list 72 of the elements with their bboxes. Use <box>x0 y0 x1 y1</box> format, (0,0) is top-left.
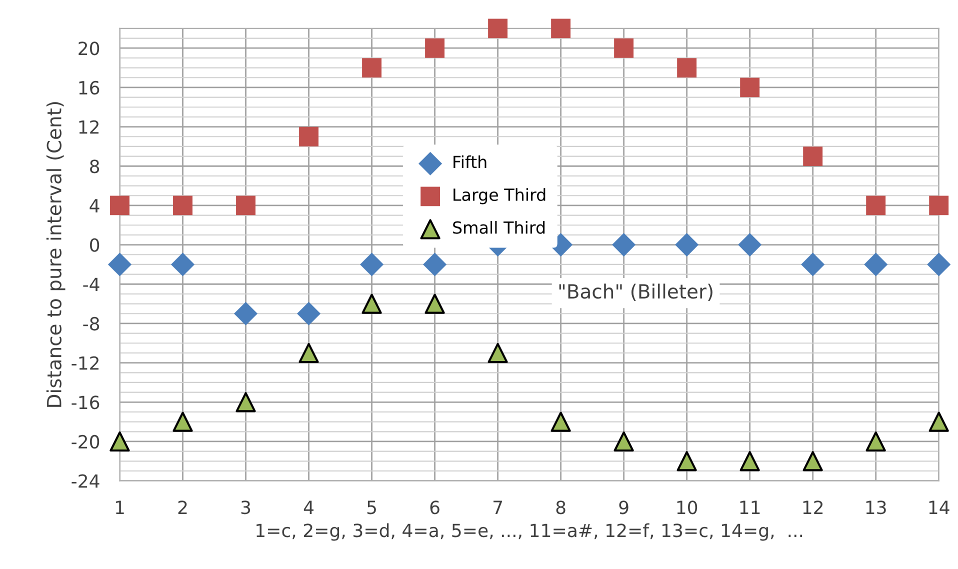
point <box>738 233 762 257</box>
point <box>170 252 195 276</box>
point <box>425 38 445 58</box>
y-tick-label: 20 <box>78 42 100 56</box>
y-tick-label: 12 <box>79 120 98 134</box>
x-tick-label: 8 <box>556 500 566 514</box>
point <box>550 412 571 432</box>
x-tick-label: 5 <box>367 500 376 514</box>
point <box>236 392 256 412</box>
x-tick-label: 1 <box>116 500 124 514</box>
y-tick-label: 8 <box>90 160 100 174</box>
point <box>801 252 825 276</box>
point <box>299 126 318 146</box>
point <box>927 252 951 276</box>
point <box>612 233 636 257</box>
x-tick-label: 12 <box>803 500 823 514</box>
x-tick-label: 10 <box>677 500 698 514</box>
x-tick-label: 7 <box>494 500 502 514</box>
y-tick-label: 16 <box>79 80 100 95</box>
point <box>675 233 699 257</box>
point <box>928 412 949 432</box>
point <box>551 18 571 38</box>
y-tick-label: -20 <box>72 434 100 449</box>
point <box>614 38 634 58</box>
point <box>929 196 949 216</box>
y-tick-label: -12 <box>72 356 98 370</box>
point <box>864 252 888 276</box>
x-axis-title: 1=c, 2=g, 3=d, 4=a, 5=e, ..., 11=a#, 12=f, 13=c, 14=g, ... <box>256 523 802 541</box>
point <box>362 294 382 314</box>
legend-label: Large Third <box>454 188 546 204</box>
point <box>362 58 382 78</box>
x-tick-label: 4 <box>304 500 314 514</box>
point <box>677 58 697 78</box>
x-tick-label: 11 <box>740 500 760 514</box>
point <box>802 451 823 472</box>
point <box>866 196 886 216</box>
point <box>676 451 697 472</box>
y-tick-label: -8 <box>83 316 100 331</box>
point <box>488 342 508 364</box>
y-tick-label: -16 <box>72 396 100 410</box>
point <box>614 431 634 452</box>
x-tick-label: 13 <box>866 500 886 514</box>
point <box>110 431 130 452</box>
x-tick-label: 9 <box>619 500 628 514</box>
point <box>423 252 447 276</box>
point <box>236 196 256 216</box>
point <box>803 146 823 166</box>
x-tick-label: 14 <box>929 500 950 514</box>
point <box>740 451 760 472</box>
point <box>172 412 193 432</box>
point <box>740 78 760 98</box>
point <box>110 196 130 216</box>
y-tick-label: 0 <box>90 238 100 252</box>
point <box>298 342 319 364</box>
y-axis-title: Distance to pure interval (Cent) <box>46 102 66 407</box>
point <box>866 431 886 452</box>
point <box>488 18 508 38</box>
annotation: "Bach" (Billeter) <box>559 284 712 302</box>
y-tick-label: -24 <box>72 474 100 488</box>
legend-label: Fifth <box>454 155 486 168</box>
point <box>234 302 258 326</box>
point <box>296 302 321 326</box>
legend-label: Small Third <box>453 220 545 234</box>
y-tick-label: -4 <box>83 278 100 291</box>
point <box>360 252 384 276</box>
point <box>108 252 132 276</box>
point <box>424 294 445 314</box>
x-tick-label: 2 <box>178 500 187 514</box>
point <box>173 196 192 216</box>
x-tick-label: 6 <box>430 500 440 514</box>
x-tick-label: 3 <box>241 500 250 514</box>
y-tick-label: 4 <box>90 199 100 212</box>
